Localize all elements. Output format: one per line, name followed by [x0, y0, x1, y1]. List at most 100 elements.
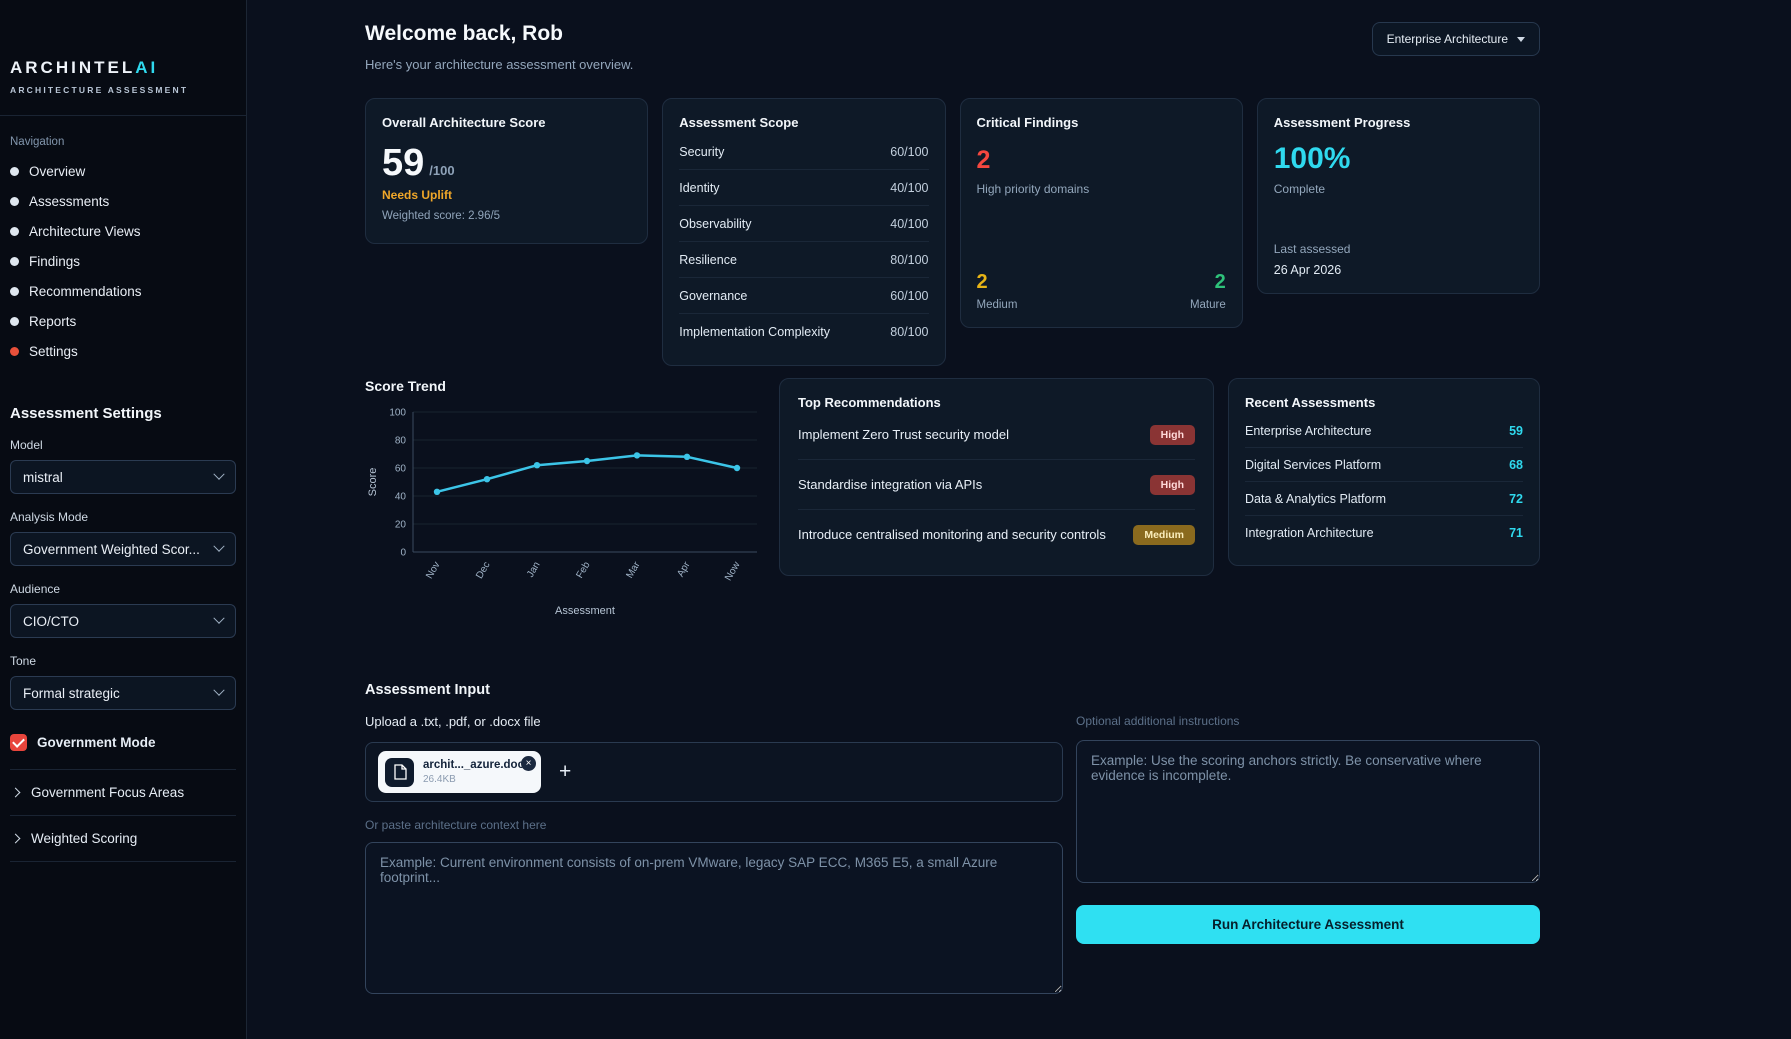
high-priority-count: 2 [976, 146, 991, 174]
paste-context-label: Or paste architecture context here [365, 818, 547, 832]
chevron-right-icon [10, 833, 21, 844]
scope-score: 80/100 [890, 324, 929, 339]
assessment-name: Enterprise Architecture [1245, 423, 1372, 438]
additional-instructions-textarea[interactable] [1076, 740, 1540, 883]
scope-domain: Observability [679, 216, 752, 231]
recent-assessment-row[interactable]: Integration Architecture 71 [1245, 516, 1523, 549]
scope-score: 60/100 [890, 144, 929, 159]
analysis-mode-select-value: Government Weighted Scor... [23, 541, 200, 557]
scope-row: Resilience 80/100 [679, 242, 929, 278]
government-mode-label: Government Mode [37, 735, 156, 750]
scope-score: 80/100 [890, 252, 929, 267]
chevron-down-icon [213, 468, 225, 480]
assessment-score: 71 [1509, 525, 1523, 540]
svg-text:Assessment: Assessment [555, 605, 615, 617]
svg-text:Mar: Mar [624, 559, 642, 580]
context-dropdown-button[interactable]: Enterprise Architecture [1371, 22, 1540, 56]
logo-subtitle: ARCHITECTURE ASSESSMENT [10, 85, 189, 95]
checkbox-checked-icon[interactable] [10, 734, 27, 751]
scope-domain: Identity [679, 180, 720, 195]
app-logo: ARCHINTELAI [10, 58, 236, 78]
sidebar-item-assessments[interactable]: Assessments [10, 190, 236, 213]
sidebar-item-architecture-views[interactable]: Architecture Views [10, 220, 236, 243]
logo-part1: ARCHINTEL [10, 58, 136, 77]
government-focus-areas-expander[interactable]: Government Focus Areas [10, 769, 236, 815]
middle-row: Score Trend 0 20 40 60 80 100 Nov Dec Jan Feb Mar A… [365, 378, 1540, 638]
tone-select-value: Formal strategic [23, 685, 120, 701]
overall-score-denominator: /100 [429, 163, 455, 178]
critical-findings-card: Critical Findings 2 High priority domain… [959, 98, 1243, 328]
sidebar-item-findings[interactable]: Findings [10, 250, 236, 273]
chevron-right-icon [10, 787, 21, 798]
audience-select[interactable]: CIO/CTO [10, 604, 236, 638]
last-assessed-label: Last assessed [1273, 242, 1351, 256]
scope-domain: Security [679, 144, 725, 159]
context-dropdown-label: Enterprise Architecture [1386, 32, 1508, 46]
government-mode-toggle[interactable]: Government Mode [10, 734, 236, 751]
svg-text:0: 0 [400, 548, 406, 559]
weighted-scoring-expander[interactable]: Weighted Scoring [10, 815, 236, 862]
scope-row: Security 60/100 [679, 134, 929, 170]
nav-bullet-icon [10, 287, 19, 296]
scope-domain: Governance [679, 288, 748, 303]
architecture-context-textarea[interactable] [365, 842, 1063, 994]
card-title: Overall Architecture Score [382, 115, 546, 130]
logo-part2: AI [135, 58, 159, 77]
svg-text:Jan: Jan [525, 560, 543, 579]
score-trend-chart: 0 20 40 60 80 100 Nov Dec Jan Feb Mar Apr Now Assessm… [367, 408, 757, 617]
assessment-score: 72 [1509, 491, 1523, 506]
sidebar-item-label: Assessments [29, 194, 110, 209]
assessment-input-section: Assessment Input Upload a .txt, .pdf, or… [365, 682, 1540, 999]
svg-text:Nov: Nov [424, 560, 442, 581]
sidebar-item-recommendations[interactable]: Recommendations [10, 280, 236, 303]
page-header: Welcome back, Rob Here's your architectu… [365, 22, 1540, 72]
recent-assessment-row[interactable]: Digital Services Platform 68 [1245, 448, 1523, 482]
file-name: archit..._azure.docx [423, 759, 531, 771]
recent-assessment-row[interactable]: Data & Analytics Platform 72 [1245, 482, 1523, 516]
sidebar-item-settings[interactable]: Settings [10, 340, 236, 363]
file-size: 26.4KB [423, 774, 456, 785]
scope-domain: Resilience [679, 252, 737, 267]
card-title: Critical Findings [976, 115, 1079, 130]
scope-score: 60/100 [890, 288, 929, 303]
scope-score: 40/100 [890, 216, 929, 231]
svg-text:Apr: Apr [675, 559, 693, 579]
caret-down-icon [1517, 36, 1525, 42]
tone-select[interactable]: Formal strategic [10, 676, 236, 710]
recommendation-text: Standardise integration via APIs [798, 477, 983, 492]
add-file-button[interactable]: + [559, 760, 572, 783]
nav-bullet-icon [10, 317, 19, 326]
recent-assessment-row[interactable]: Enterprise Architecture 59 [1245, 414, 1523, 448]
file-upload-dropzone[interactable]: archit..._azure.docx 26.4KB × + [365, 742, 1063, 802]
scope-score: 40/100 [890, 180, 929, 195]
sidebar-item-label: Overview [29, 164, 86, 179]
analysis-mode-label: Analysis Mode [10, 510, 89, 524]
uploaded-file-chip: archit..._azure.docx 26.4KB × [378, 751, 541, 793]
priority-badge: High [1149, 474, 1195, 495]
page-subtitle: Here's your architecture assessment over… [365, 57, 634, 72]
svg-text:Score: Score [367, 468, 379, 497]
weighted-scoring-label: Weighted Scoring [31, 831, 138, 846]
medium-label: Medium [976, 299, 1018, 311]
sidebar-item-overview[interactable]: Overview [10, 160, 236, 183]
sidebar-item-reports[interactable]: Reports [10, 310, 236, 333]
recent-assessments-card: Recent Assessments Enterprise Architectu… [1228, 378, 1540, 566]
model-select[interactable]: mistral [10, 460, 236, 494]
run-assessment-button[interactable]: Run Architecture Assessment [1076, 905, 1540, 944]
svg-text:80: 80 [395, 436, 407, 447]
nav-bullet-icon [10, 167, 19, 176]
scope-row: Implementation Complexity 80/100 [679, 314, 928, 349]
analysis-mode-select[interactable]: Government Weighted Scor... [10, 532, 236, 566]
top-recommendations-card: Top Recommendations Implement Zero Trust… [779, 378, 1214, 576]
svg-text:Dec: Dec [474, 560, 492, 581]
medium-count: 2 [976, 271, 988, 293]
nav-bullet-icon [10, 197, 19, 206]
svg-text:40: 40 [395, 492, 407, 503]
medium-count-block: 2 Medium [977, 271, 1018, 311]
assessment-settings-title: Assessment Settings [10, 405, 162, 422]
priority-badge: High [1149, 424, 1195, 445]
nav-bullet-icon [10, 257, 19, 266]
remove-file-button[interactable]: × [521, 756, 536, 771]
page-title: Welcome back, Rob [365, 22, 564, 45]
upload-file-label: Upload a .txt, .pdf, or .docx file [365, 714, 541, 729]
